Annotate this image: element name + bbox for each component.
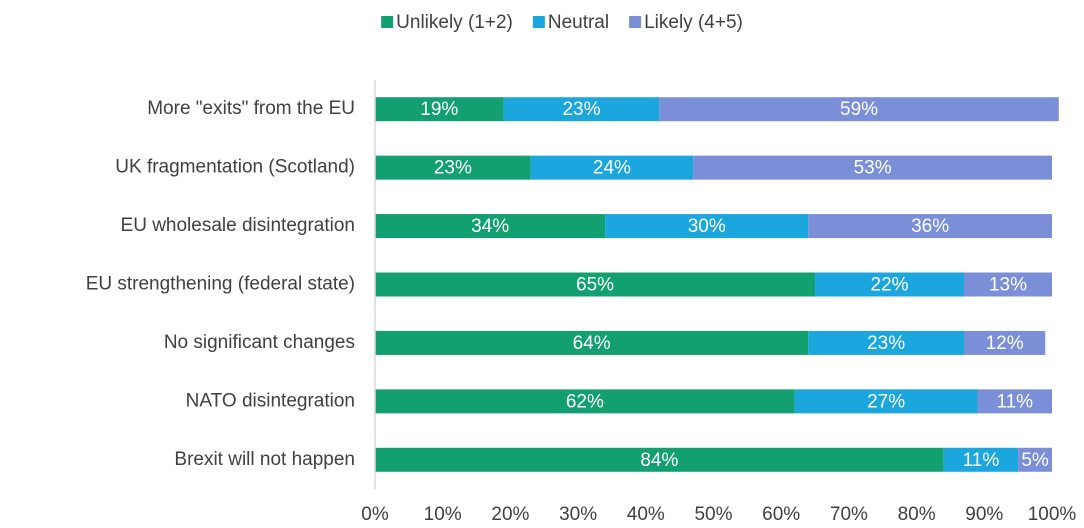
data-label: 27%: [867, 391, 905, 412]
bar-segment: [375, 155, 531, 180]
x-tick-label: 10%: [424, 504, 462, 525]
x-tick-label: 50%: [694, 504, 732, 525]
bar-segment: [815, 272, 964, 297]
data-label: 13%: [989, 275, 1027, 296]
legend-swatch: [532, 16, 545, 28]
x-tick-label: 90%: [965, 504, 1003, 525]
data-label: 11%: [996, 391, 1033, 412]
legend-swatch: [629, 16, 642, 28]
bar-segment: [794, 389, 978, 414]
data-label: 5%: [1021, 450, 1049, 471]
category-label: UK fragmentation (Scotland): [115, 157, 355, 178]
bar-segment: [943, 447, 1019, 472]
bar-segment: [375, 214, 606, 239]
bar-segment: [375, 272, 816, 297]
category-label: EU strengthening (federal state): [86, 274, 355, 295]
data-label: 84%: [640, 450, 678, 471]
bar-segment: [530, 155, 694, 180]
x-tick-label: 0%: [361, 504, 389, 525]
bar-segment: [375, 330, 809, 355]
x-tick-label: 30%: [559, 504, 597, 525]
category-label: EU wholesale disintegration: [121, 215, 355, 236]
data-label: 36%: [911, 216, 949, 237]
x-tick-label: 20%: [491, 504, 529, 525]
data-label: 62%: [566, 391, 604, 412]
category-label: More "exits" from the EU: [147, 98, 355, 119]
legend-swatch: [381, 16, 394, 28]
x-tick-label: 60%: [762, 504, 800, 525]
bar-segment: [808, 330, 964, 355]
data-label: 34%: [471, 216, 509, 237]
bar-segment: [1018, 447, 1052, 472]
data-label: 65%: [576, 275, 614, 296]
bar-segment: [808, 214, 1052, 239]
bar-segment: [693, 155, 1052, 180]
bar-segment: [605, 214, 809, 239]
data-label: 64%: [573, 333, 611, 354]
data-label: 23%: [867, 333, 905, 354]
x-tick-label: 40%: [627, 504, 665, 525]
bar-segment: [977, 389, 1052, 414]
bar-segment: [659, 97, 1059, 122]
data-label: 23%: [434, 158, 472, 179]
bar-segment: [375, 97, 504, 122]
data-label: 23%: [562, 99, 600, 120]
bar-segment: [375, 447, 944, 472]
legend-label: Neutral: [548, 12, 609, 33]
bar-segment: [963, 330, 1046, 355]
data-label: 11%: [963, 450, 1000, 471]
x-tick-label: 100%: [1028, 504, 1077, 525]
category-label: NATO disintegration: [186, 390, 355, 411]
data-label: 59%: [840, 99, 878, 120]
category-label: No significant changes: [164, 332, 355, 353]
data-label: 30%: [688, 216, 726, 237]
bar-segment: [375, 389, 795, 414]
data-label: 53%: [854, 158, 892, 179]
data-label: 24%: [593, 158, 631, 179]
bar-segment: [503, 97, 660, 122]
x-tick-label: 70%: [830, 504, 868, 525]
data-label: 12%: [986, 333, 1024, 354]
legend-label: Likely (4+5): [644, 12, 743, 33]
data-label: 22%: [871, 275, 909, 296]
x-tick-label: 80%: [898, 504, 936, 525]
bar-segment: [963, 272, 1052, 297]
category-label: Brexit will not happen: [174, 449, 355, 470]
data-label: 19%: [420, 99, 458, 120]
legend-label: Unlikely (1+2): [396, 12, 513, 33]
